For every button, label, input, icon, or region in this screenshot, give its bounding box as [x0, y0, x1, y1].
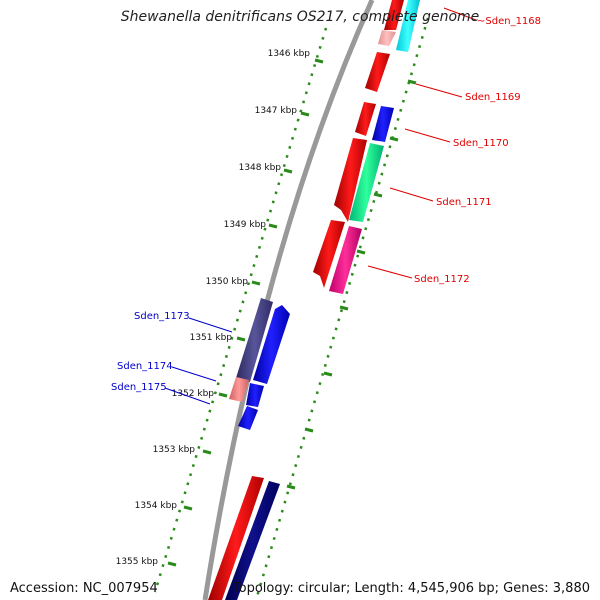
gene-feature[interactable] [236, 298, 273, 382]
gene-feature[interactable] [396, 0, 420, 52]
tick-label: 1355 kbp [116, 557, 159, 567]
inner-tick-line [153, 27, 328, 593]
gene-feature[interactable] [334, 138, 367, 222]
gene-feature[interactable] [208, 476, 264, 600]
gene-label[interactable]: Sden_1172 [414, 274, 470, 285]
tick-label: 1352 kbp [172, 389, 215, 399]
tick-label: 1348 kbp [239, 163, 282, 173]
gene-label[interactable]: Sden_1171 [436, 197, 492, 208]
reverse-genes [229, 298, 290, 430]
gene-feature[interactable] [384, 0, 404, 30]
bottom-genes [208, 476, 280, 600]
forward-genes [313, 0, 420, 294]
gene-feature[interactable] [253, 305, 290, 384]
gene-feature[interactable] [225, 481, 280, 600]
tick-label: 1347 kbp [255, 106, 298, 116]
leader-lines [164, 7, 477, 405]
gene-label[interactable]: Sden_1169 [465, 92, 521, 103]
genome-summary-text: Topology: circular; Length: 4,545,906 bp… [232, 581, 590, 596]
gene-feature[interactable] [329, 226, 362, 294]
gene-label[interactable]: ~Sden_1168 [477, 16, 541, 27]
gene-label[interactable]: Sden_1174 [117, 361, 173, 372]
gene-feature[interactable] [372, 106, 394, 142]
accession-text: Accession: NC_007954 [10, 581, 158, 596]
gene-label[interactable]: Sden_1175 [111, 382, 167, 393]
gene-feature[interactable] [238, 406, 258, 430]
gene-feature[interactable] [349, 143, 384, 222]
genome-title: Shewanella denitrificans OS217, complete… [120, 9, 480, 25]
gene-feature[interactable] [365, 52, 390, 92]
inner-major-ticks [167, 58, 324, 567]
outer-major-ticks [286, 79, 417, 490]
genome-backbone [202, 0, 375, 600]
tick-label: 1349 kbp [224, 220, 267, 230]
tick-label: 1354 kbp [135, 501, 178, 511]
tick-label: 1346 kbp [268, 49, 311, 59]
tick-label: 1353 kbp [153, 445, 196, 455]
gene-label[interactable]: Sden_1170 [453, 138, 509, 149]
tick-label: 1351 kbp [190, 333, 233, 343]
gene-feature[interactable] [246, 383, 264, 407]
outer-tick-line [254, 17, 430, 600]
gene-label[interactable]: Sden_1173 [134, 311, 190, 322]
tick-label: 1350 kbp [206, 277, 249, 287]
gene-feature[interactable] [229, 377, 249, 402]
gene-feature[interactable] [378, 30, 396, 46]
gene-feature[interactable] [355, 102, 376, 136]
gene-feature[interactable] [313, 220, 345, 288]
